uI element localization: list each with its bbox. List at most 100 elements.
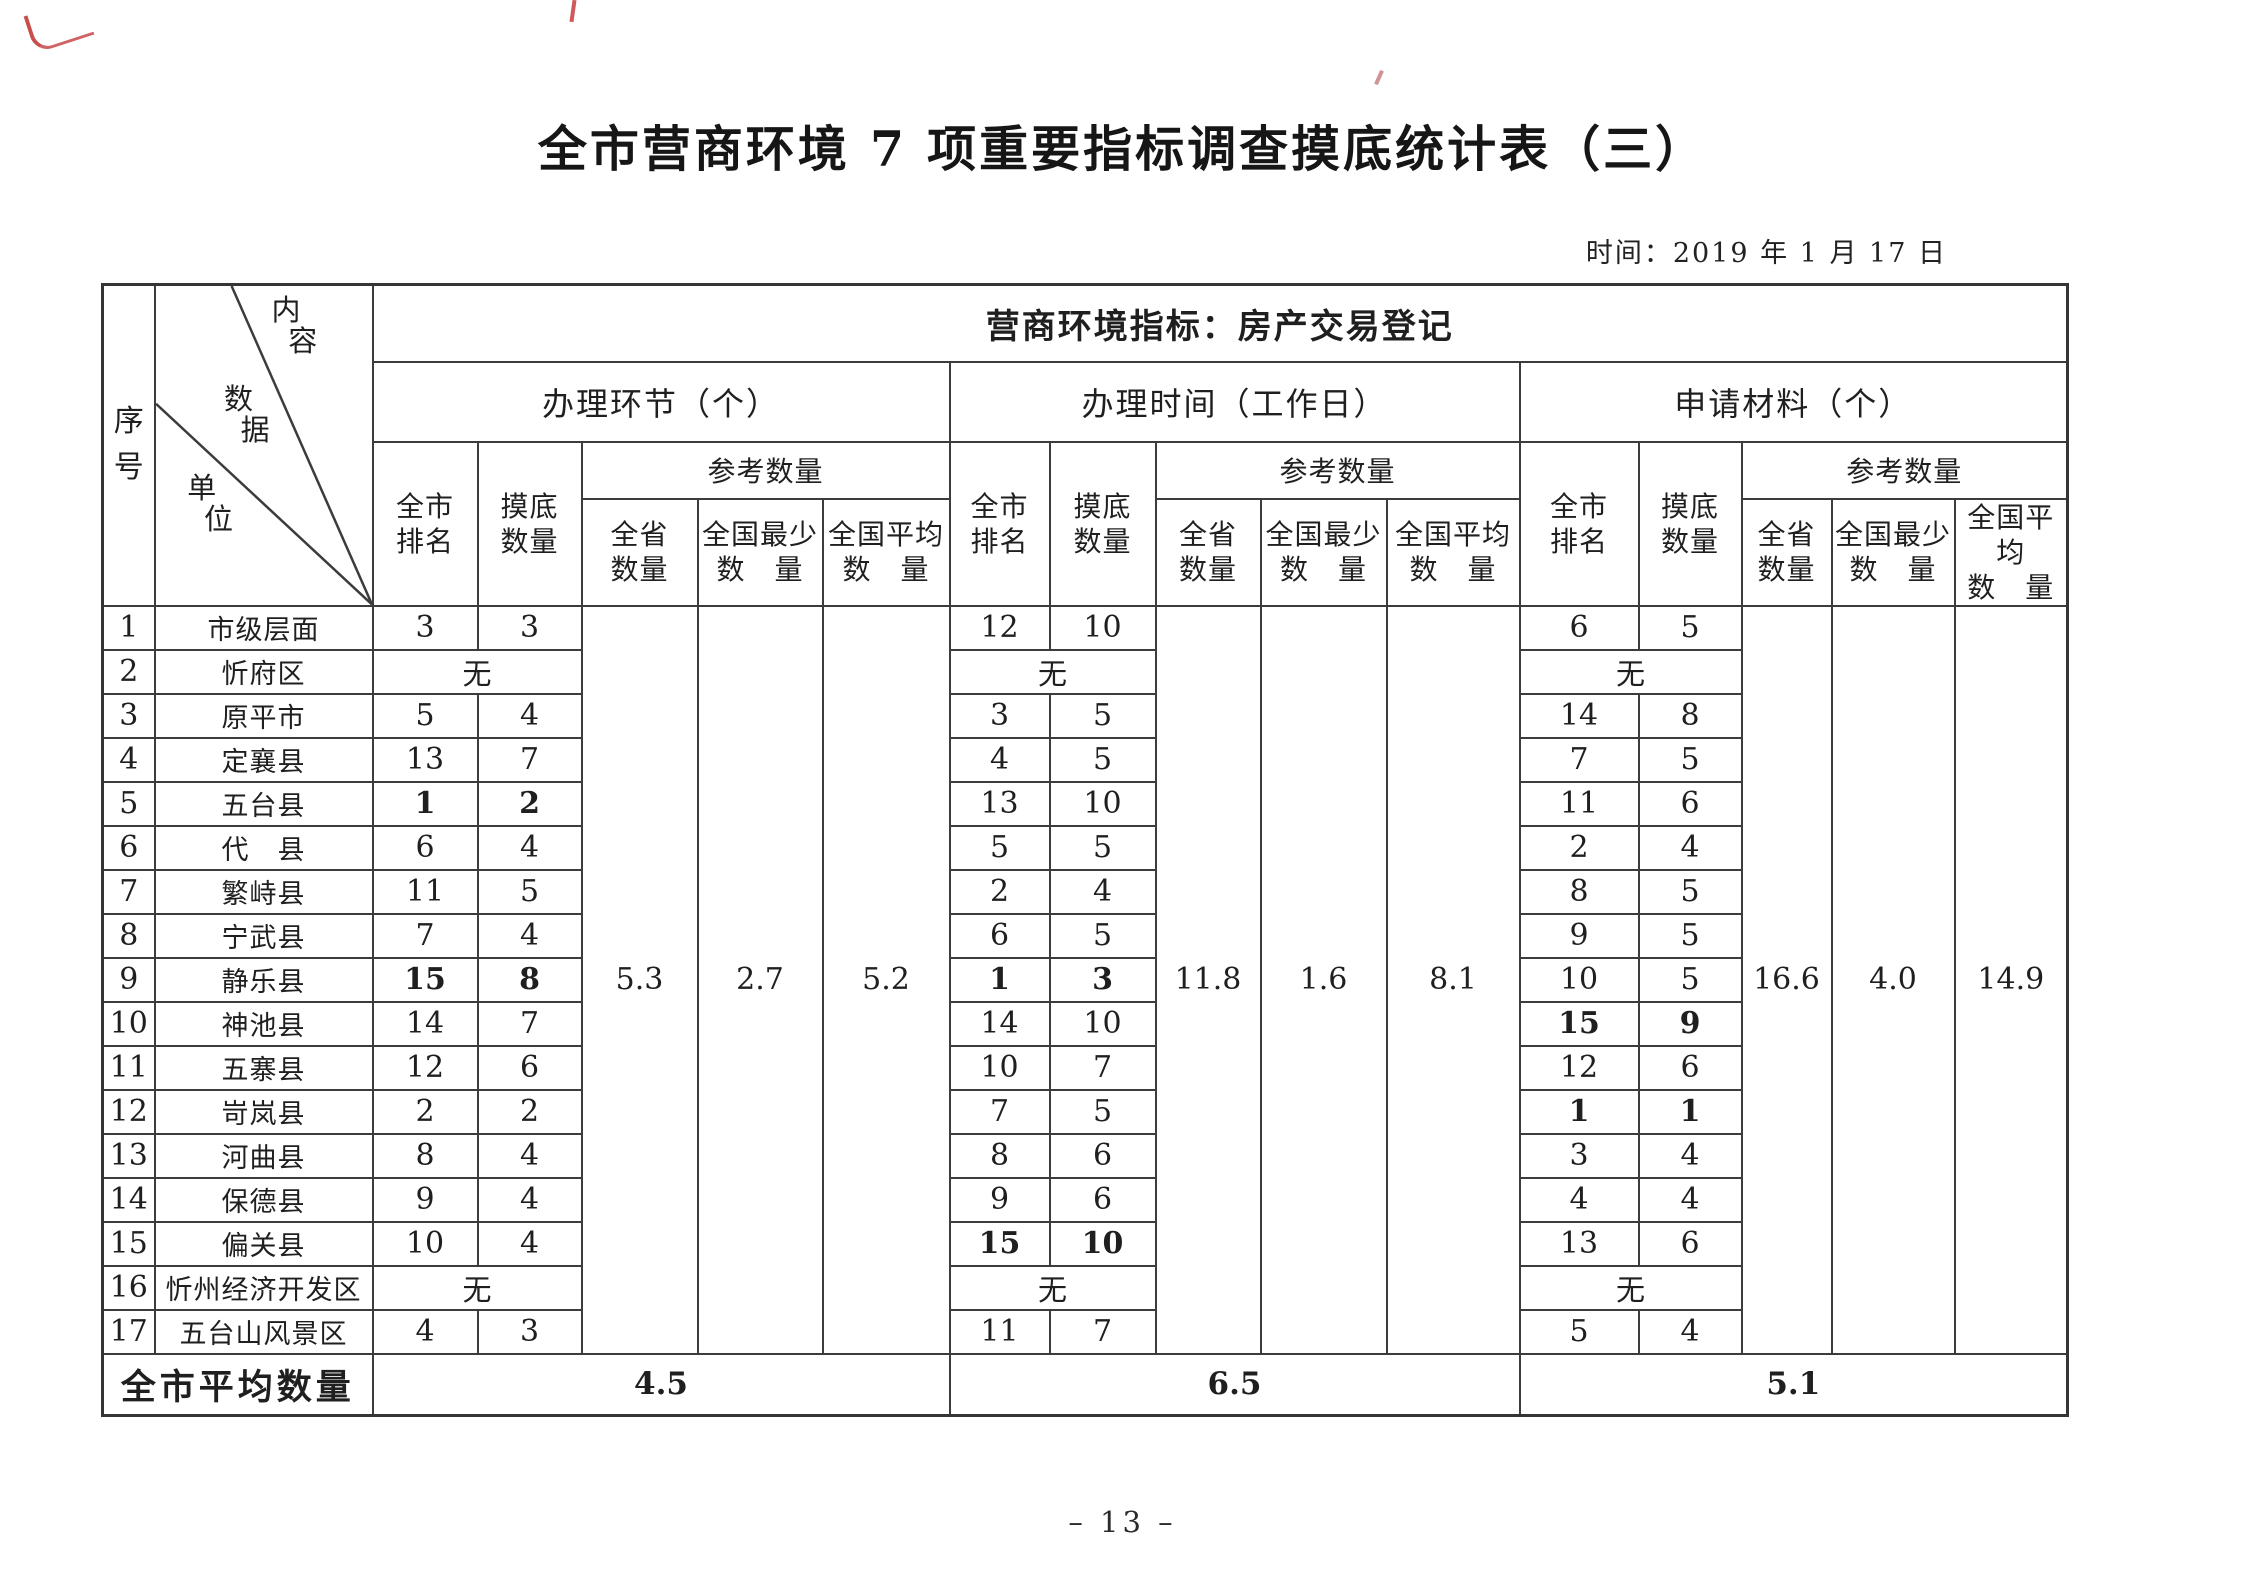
cell-unit: 五台山风景区 bbox=[153, 1308, 374, 1355]
cell-reference-value: 14.9 bbox=[1953, 604, 2069, 1355]
cell-count: 7 bbox=[476, 1000, 583, 1047]
cell-count: 8 bbox=[476, 956, 583, 1003]
cell-none: 无 bbox=[371, 1264, 583, 1311]
col-header-national-avg: 全国平均 数 量 bbox=[1385, 497, 1521, 607]
statistics-table: 序号 内容 数据 单位 营商环境指标：房产交易登记 办理环节（个） 办理时间（工… bbox=[101, 283, 2070, 1417]
cell-unit: 神池县 bbox=[153, 1000, 374, 1047]
cell-count: 10 bbox=[1048, 780, 1157, 827]
cell-unit: 定襄县 bbox=[153, 736, 374, 783]
cell-reference-value: 2.7 bbox=[696, 604, 824, 1355]
cell-count: 3 bbox=[1048, 956, 1157, 1003]
cell-count: 5 bbox=[1637, 956, 1743, 1003]
cell-count: 2 bbox=[476, 1088, 583, 1135]
group-header-time: 办理时间（工作日） bbox=[948, 360, 1521, 443]
cell-rank: 12 bbox=[371, 1044, 479, 1091]
cell-serial: 14 bbox=[101, 1176, 156, 1223]
cell-serial: 11 bbox=[101, 1044, 156, 1091]
cell-count: 7 bbox=[476, 736, 583, 783]
cell-serial: 16 bbox=[101, 1264, 156, 1311]
cell-count: 4 bbox=[1048, 868, 1157, 915]
table-row: 13 河曲县 8 4 8 6 3 4 bbox=[101, 1132, 2068, 1179]
cell-serial: 1 bbox=[101, 604, 156, 651]
cell-rank: 5 bbox=[371, 692, 479, 739]
col-header-province: 全省 数量 bbox=[1740, 497, 1833, 607]
cell-reference-value: 8.1 bbox=[1385, 604, 1521, 1355]
cell-serial: 9 bbox=[101, 956, 156, 1003]
cell-unit: 河曲县 bbox=[153, 1132, 374, 1179]
cell-rank: 15 bbox=[371, 956, 479, 1003]
cell-rank: 5 bbox=[1518, 1308, 1640, 1355]
col-header-city-rank: 全市 排名 bbox=[1518, 440, 1640, 607]
average-row: 全市平均数量 4.5 6.5 5.1 bbox=[101, 1352, 2069, 1417]
cell-rank: 6 bbox=[1518, 604, 1640, 651]
cell-count: 5 bbox=[1048, 1088, 1157, 1135]
cell-serial: 2 bbox=[101, 648, 156, 695]
table-row: 12 岢岚县 2 2 7 5 1 1 bbox=[101, 1088, 2068, 1135]
table-row: 17 五台山风景区 4 3 11 7 5 4 bbox=[101, 1308, 2068, 1355]
cell-serial: 10 bbox=[101, 1000, 156, 1047]
cell-reference-value: 5.3 bbox=[580, 604, 699, 1355]
cell-rank: 8 bbox=[948, 1132, 1051, 1179]
diagonal-divider-lines bbox=[156, 286, 372, 605]
table-row: 10 神池县 14 7 14 10 15 9 bbox=[101, 1000, 2068, 1047]
cell-count: 3 bbox=[476, 1308, 583, 1355]
cell-rank: 10 bbox=[371, 1220, 479, 1267]
col-header-survey-count: 摸底 数量 bbox=[476, 440, 583, 607]
cell-rank: 14 bbox=[371, 1000, 479, 1047]
cell-count: 3 bbox=[476, 604, 583, 651]
cell-reference-value: 16.6 bbox=[1740, 604, 1833, 1355]
corner-label-content: 内容 bbox=[271, 292, 318, 359]
col-header-city-rank: 全市 排名 bbox=[948, 440, 1051, 607]
cell-rank: 5 bbox=[948, 824, 1051, 871]
col-header-reference: 参考数量 bbox=[1154, 440, 1521, 500]
cell-serial: 12 bbox=[101, 1088, 156, 1135]
average-steps: 4.5 bbox=[371, 1352, 951, 1417]
cell-none: 无 bbox=[371, 648, 583, 695]
cell-count: 4 bbox=[476, 1220, 583, 1267]
page-number: – 13 – bbox=[1068, 1505, 1177, 1539]
average-materials: 5.1 bbox=[1518, 1352, 2069, 1417]
table-row: 4 定襄县 13 7 4 5 7 5 bbox=[101, 736, 2068, 783]
cell-unit: 繁峙县 bbox=[153, 868, 374, 915]
cell-serial: 5 bbox=[101, 780, 156, 827]
corner-serial-header: 序号 bbox=[101, 283, 156, 607]
cell-count: 5 bbox=[1637, 736, 1743, 783]
cell-unit: 原平市 bbox=[153, 692, 374, 739]
cell-rank: 13 bbox=[948, 780, 1051, 827]
cell-serial: 13 bbox=[101, 1132, 156, 1179]
table-row: 15 偏关县 10 4 15 10 13 6 bbox=[101, 1220, 2068, 1267]
table-row: 3 原平市 5 4 3 5 14 8 bbox=[101, 692, 2068, 739]
cell-rank: 1 bbox=[948, 956, 1051, 1003]
cell-count: 10 bbox=[1048, 1000, 1157, 1047]
indicator-header: 营商环境指标：房产交易登记 bbox=[371, 283, 2069, 363]
cell-reference-value: 11.8 bbox=[1154, 604, 1262, 1355]
cell-rank: 11 bbox=[1518, 780, 1640, 827]
cell-count: 4 bbox=[476, 912, 583, 959]
cell-rank: 3 bbox=[371, 604, 479, 651]
cell-count: 9 bbox=[1637, 1000, 1743, 1047]
corner-label-data: 数据 bbox=[224, 381, 270, 448]
cell-rank: 8 bbox=[1518, 868, 1640, 915]
cell-rank: 12 bbox=[948, 604, 1051, 651]
cell-unit: 市级层面 bbox=[153, 604, 374, 651]
col-header-national-min: 全国最少 数 量 bbox=[1259, 497, 1388, 607]
cell-rank: 7 bbox=[948, 1088, 1051, 1135]
cell-count: 7 bbox=[1048, 1308, 1157, 1355]
cell-rank: 9 bbox=[371, 1176, 479, 1223]
cell-count: 4 bbox=[1637, 1176, 1743, 1223]
cell-count: 5 bbox=[1048, 824, 1157, 871]
cell-rank: 14 bbox=[1518, 692, 1640, 739]
cell-count: 10 bbox=[1048, 604, 1157, 651]
table-row: 7 繁峙县 11 5 2 4 8 5 bbox=[101, 868, 2068, 915]
cell-reference-value: 1.6 bbox=[1259, 604, 1388, 1355]
cell-none: 无 bbox=[948, 648, 1157, 695]
group-header-steps: 办理环节（个） bbox=[371, 360, 951, 443]
cell-serial: 8 bbox=[101, 912, 156, 959]
cell-rank: 11 bbox=[948, 1308, 1051, 1355]
document-title: 全市营商环境 7 项重要指标调查摸底统计表（三） bbox=[537, 120, 1708, 178]
cell-none: 无 bbox=[1518, 648, 1743, 695]
cell-rank: 14 bbox=[948, 1000, 1051, 1047]
cell-unit: 五台县 bbox=[153, 780, 374, 827]
cell-rank: 3 bbox=[1518, 1132, 1640, 1179]
cell-rank: 6 bbox=[948, 912, 1051, 959]
